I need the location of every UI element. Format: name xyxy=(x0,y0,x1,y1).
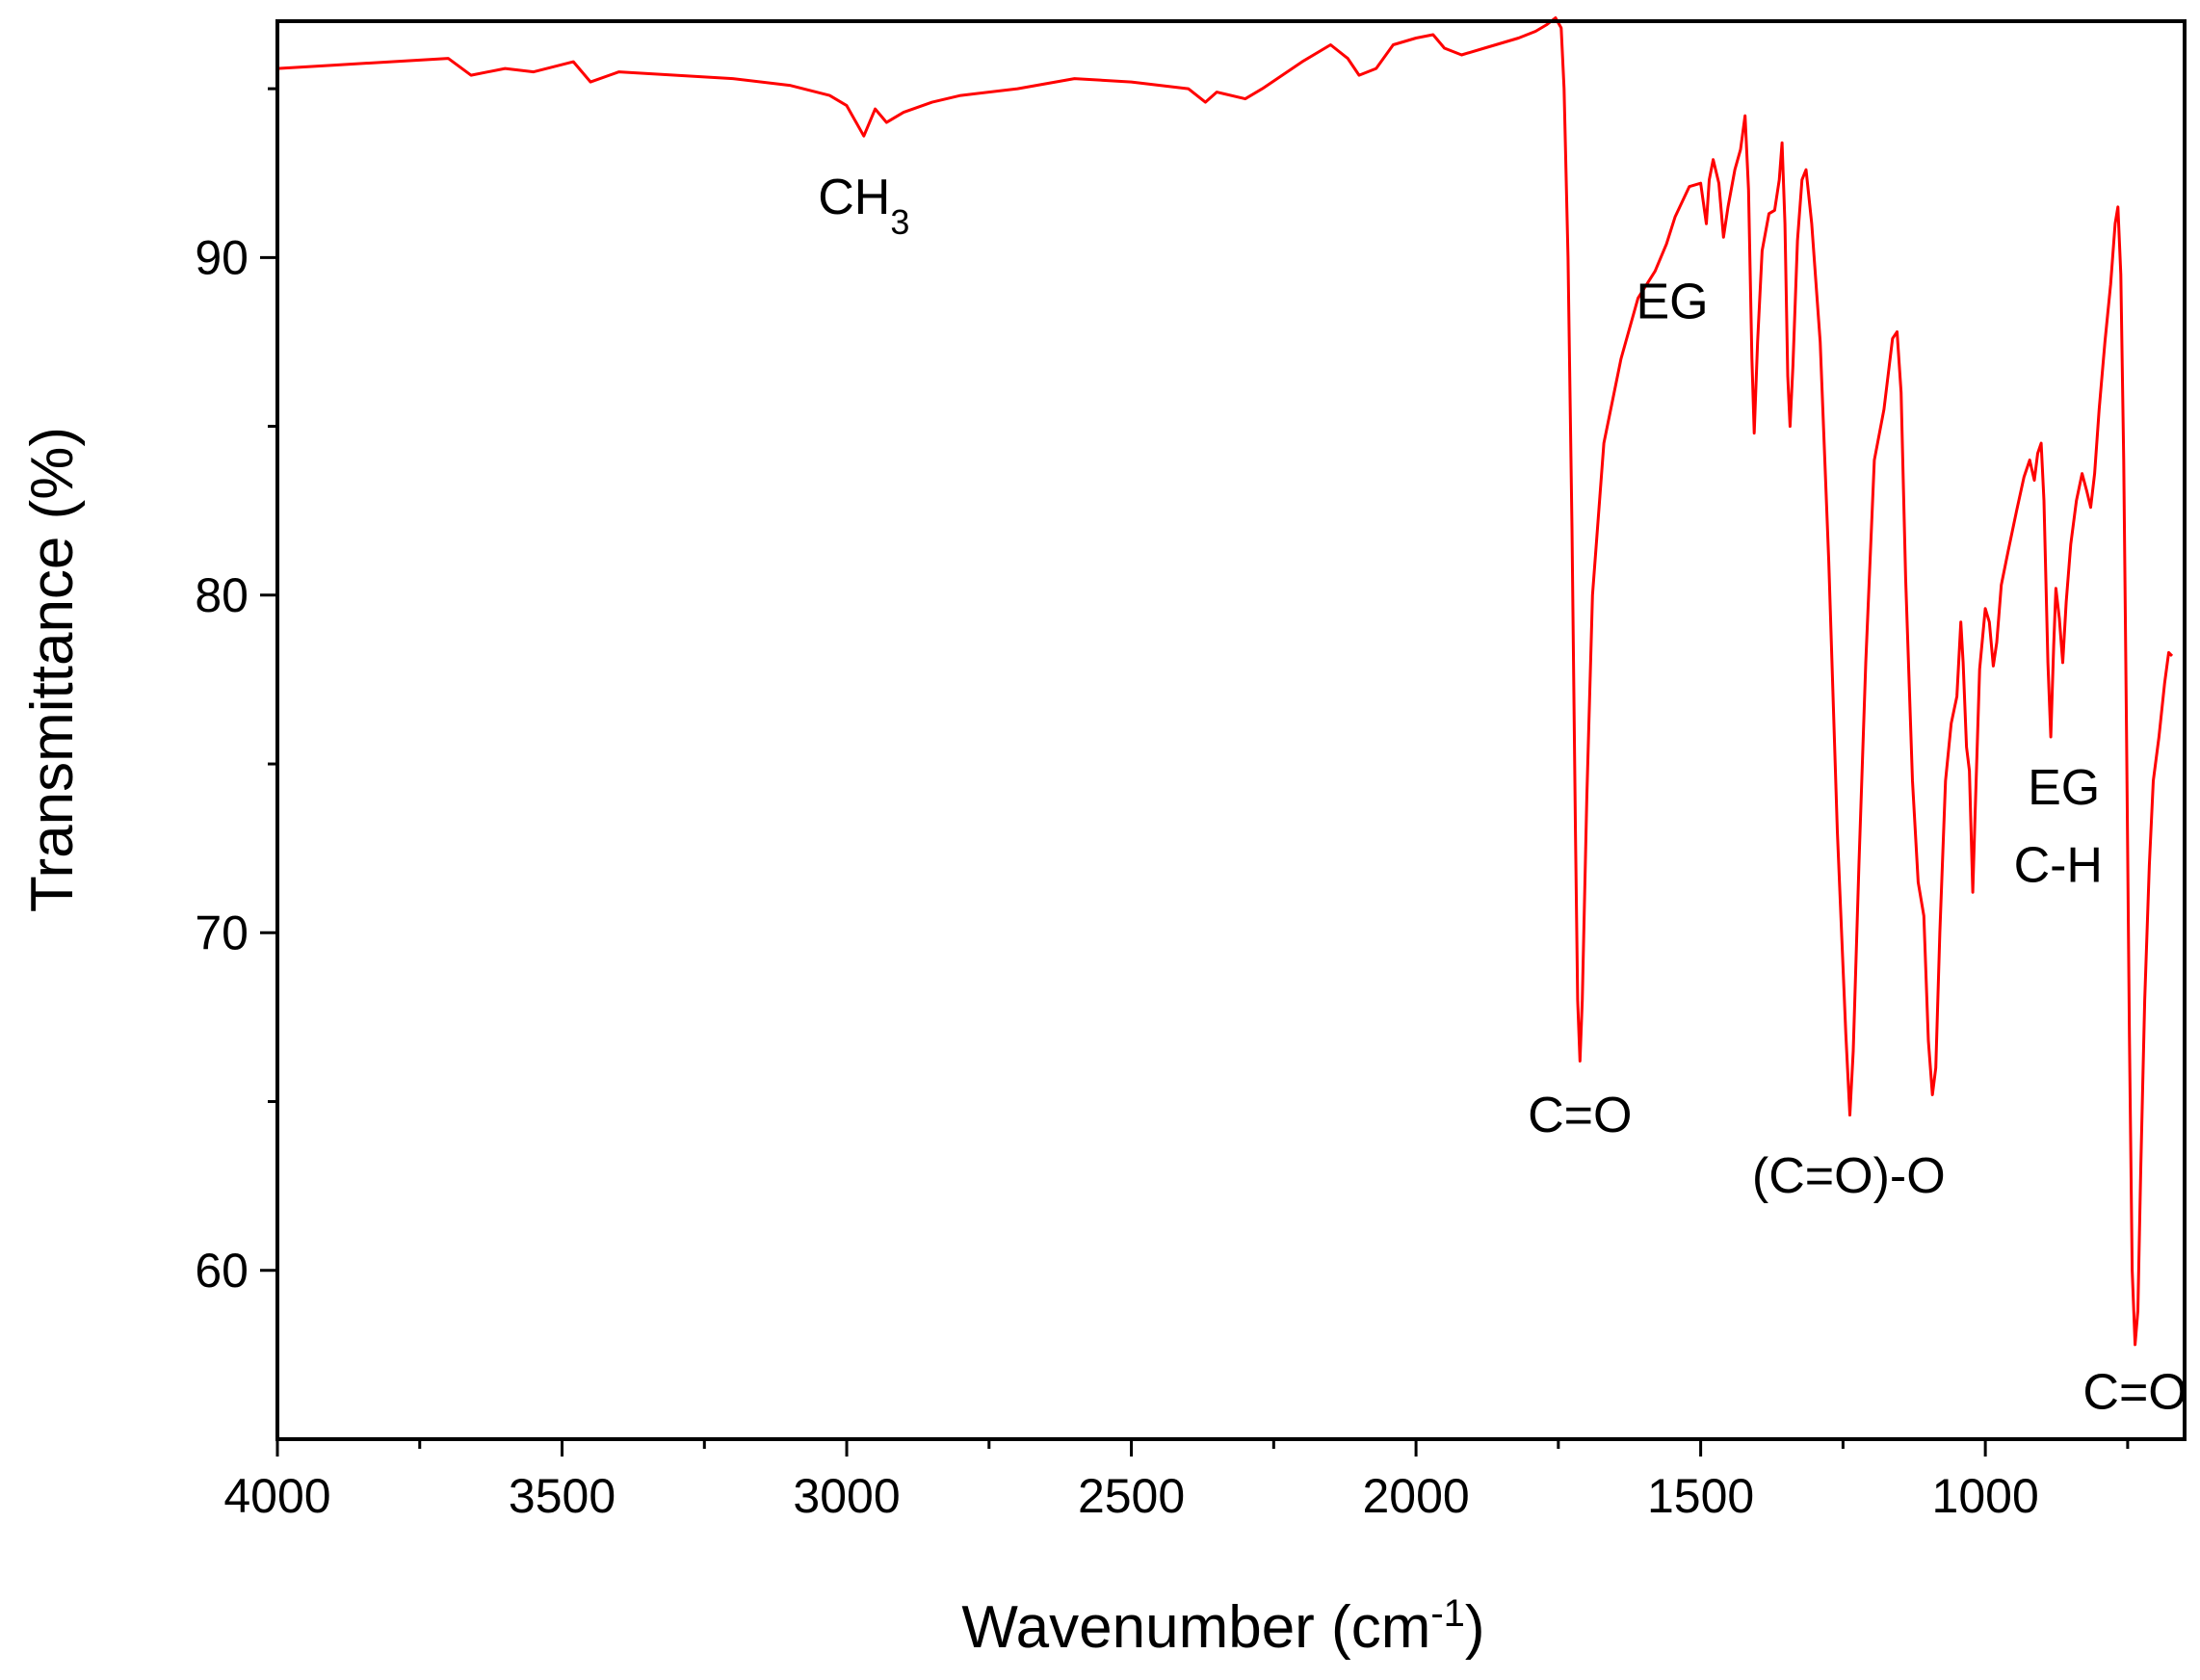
series-layer xyxy=(276,16,2174,1347)
peak-annotation-4: EG xyxy=(2028,760,2100,816)
plot-frame xyxy=(275,19,2187,1441)
peak-annotation-0: CH3 xyxy=(818,170,909,242)
x-tick-label-2000: 2000 xyxy=(1362,1469,1469,1523)
x-axis-title-superscript: -1 xyxy=(1430,1592,1465,1635)
y-axis-title: Transmittance (%) xyxy=(19,427,86,912)
x-tick-label-3500: 3500 xyxy=(509,1469,615,1523)
x-tick-label-1000: 1000 xyxy=(1932,1469,2039,1523)
peak-annotation-3: (C=O)-O xyxy=(1752,1148,1946,1204)
x-axis: 4000 3500 3000 2500 2000 1500 1000 xyxy=(223,1439,2039,1523)
y-tick-label-80: 80 xyxy=(195,568,249,622)
x-tick-label-4000: 4000 xyxy=(223,1469,330,1523)
x-tick-label-3000: 3000 xyxy=(793,1469,900,1523)
y-tick-label-70: 70 xyxy=(195,906,249,959)
spectrum-line-0 xyxy=(276,16,2174,1347)
y-axis: 60 70 80 90 xyxy=(195,230,277,1298)
x-tick-label-2500: 2500 xyxy=(1078,1469,1185,1523)
x-axis-title: Wavenumber (cm-1) xyxy=(961,1592,1484,1661)
y-tick-label-90: 90 xyxy=(195,230,249,284)
x-tick-label-1500: 1500 xyxy=(1647,1469,1754,1523)
annotation-layer: CH3 EG C=O (C=O)-O EG C-H C=O xyxy=(818,170,2187,1421)
y-tick-label-60: 60 xyxy=(195,1244,249,1298)
peak-annotation-2: C=O xyxy=(1528,1088,1632,1143)
peak-annotation-1: EG xyxy=(1636,274,1708,329)
peak-annotation-6: C=O xyxy=(2082,1364,2187,1420)
peak-annotation-5: C-H xyxy=(2014,838,2103,894)
